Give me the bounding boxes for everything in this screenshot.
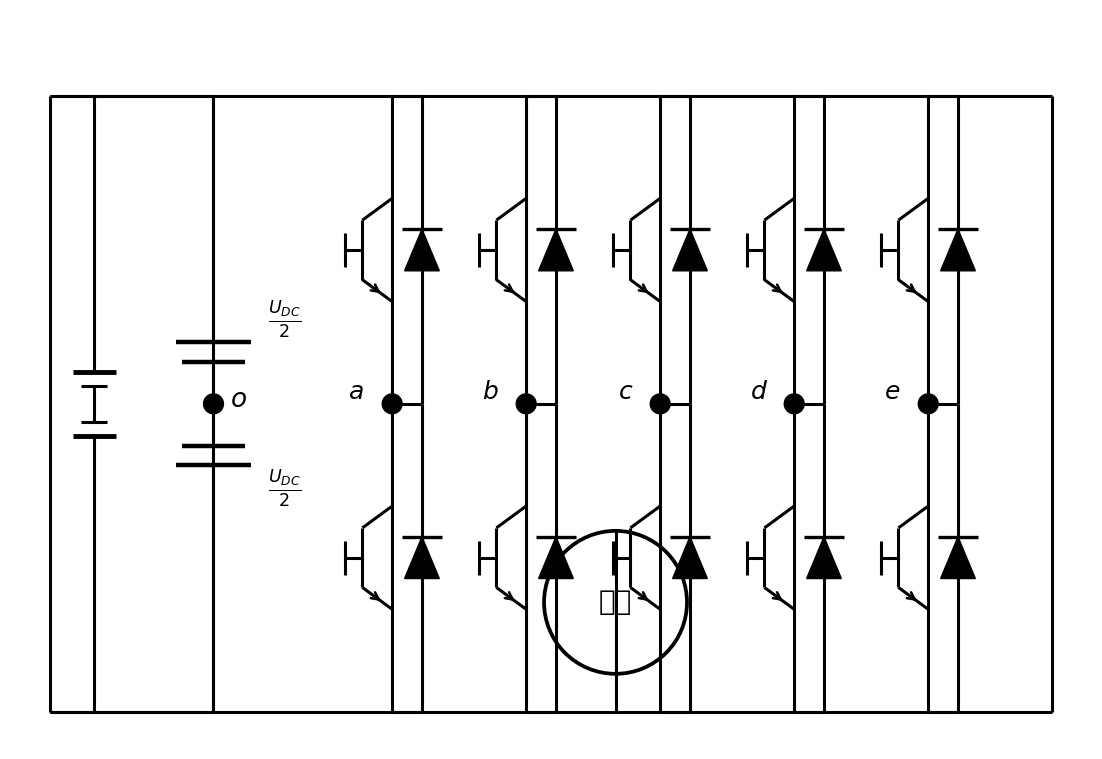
Polygon shape	[807, 537, 841, 578]
Polygon shape	[404, 537, 440, 578]
Polygon shape	[539, 537, 573, 578]
Polygon shape	[941, 537, 975, 578]
Text: $\frac{U_{DC}}{2}$: $\frac{U_{DC}}{2}$	[268, 468, 301, 509]
Circle shape	[204, 394, 224, 414]
Circle shape	[918, 394, 938, 414]
Text: 负载: 负载	[598, 588, 633, 616]
Text: e: e	[885, 380, 900, 404]
Polygon shape	[807, 229, 841, 271]
Polygon shape	[941, 229, 975, 271]
Text: o: o	[230, 387, 247, 413]
Text: d: d	[750, 380, 766, 404]
Circle shape	[382, 394, 402, 414]
Text: b: b	[483, 380, 498, 404]
Circle shape	[516, 394, 536, 414]
Text: a: a	[349, 380, 365, 404]
Polygon shape	[672, 537, 707, 578]
Polygon shape	[672, 229, 707, 271]
Circle shape	[650, 394, 670, 414]
Polygon shape	[539, 229, 573, 271]
Text: $\frac{U_{DC}}{2}$: $\frac{U_{DC}}{2}$	[268, 299, 301, 340]
Text: c: c	[618, 380, 633, 404]
Polygon shape	[404, 229, 440, 271]
Circle shape	[785, 394, 804, 414]
